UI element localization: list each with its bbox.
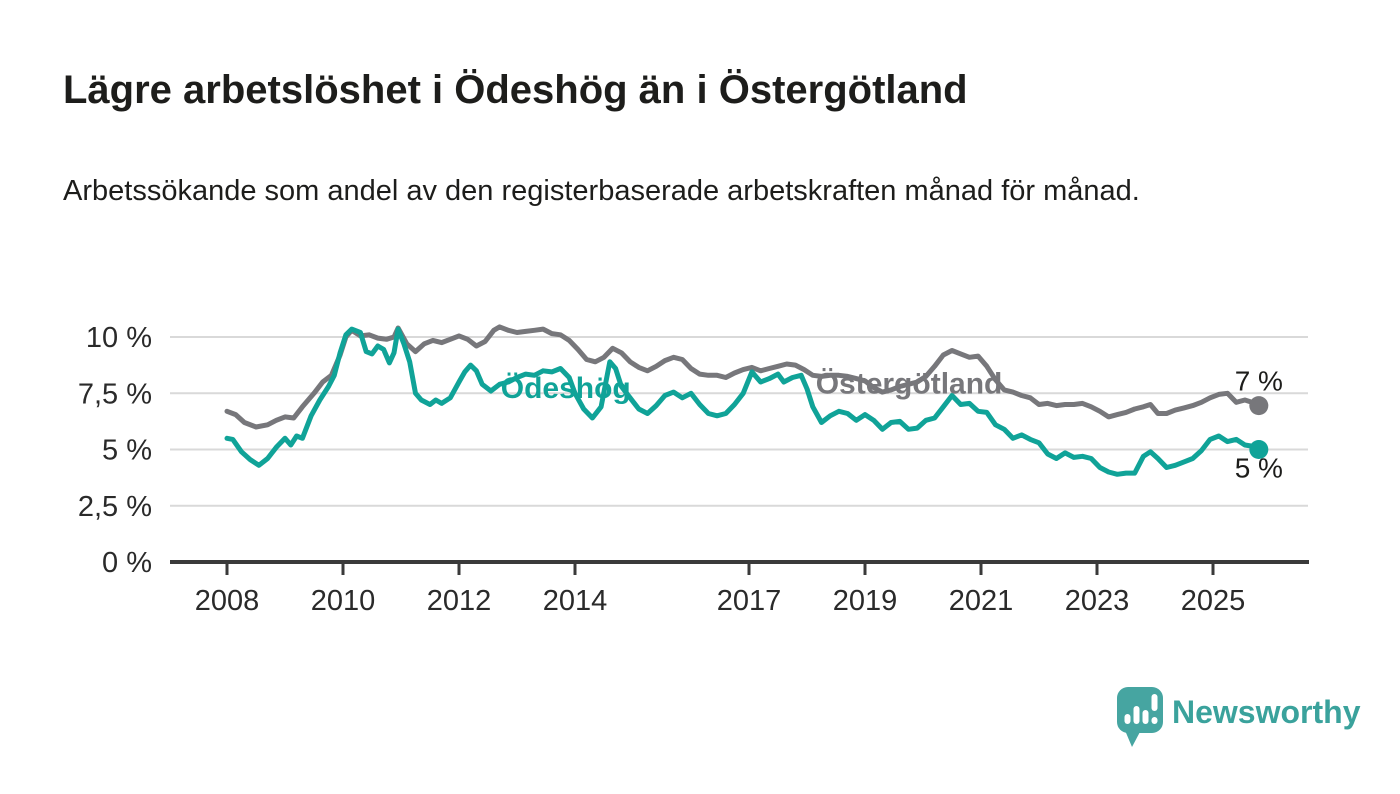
x-axis-label: 2012 xyxy=(427,585,492,617)
newsworthy-icon xyxy=(1117,687,1163,747)
plot-area: 0 % 2,5 % 5 % 7,5 % 10 % 2008 2010 2012 2014 2017… xyxy=(78,322,1309,617)
series-line-ödeshög xyxy=(224,326,1262,477)
newsworthy-wordmark: Newsworthy xyxy=(1172,694,1361,730)
series-end-dot-östergötland xyxy=(1249,396,1269,416)
x-axis-label: 2021 xyxy=(949,585,1014,617)
y-axis-label: 2,5 % xyxy=(78,491,152,523)
x-axis-label: 2008 xyxy=(195,585,260,617)
x-axis-label: 2017 xyxy=(717,585,782,617)
chart-subtitle: Arbetssökande som andel av den registerb… xyxy=(63,175,1140,207)
y-axis-label: 10 % xyxy=(86,322,152,354)
series-end-value-label: 5 % xyxy=(1235,453,1283,484)
x-axis-label: 2019 xyxy=(833,585,898,617)
x-axis-label: 2014 xyxy=(543,585,608,617)
newsworthy-logo: Newsworthy xyxy=(1117,687,1361,747)
x-axis-label: 2023 xyxy=(1065,585,1130,617)
series-line-östergötland xyxy=(224,324,1262,430)
x-axis-label: 2025 xyxy=(1181,585,1246,617)
series-name-label-ödeshög: Ödeshög xyxy=(501,372,631,405)
series-name-label-östergötland: Östergötland xyxy=(816,367,1003,400)
chart-title: Lägre arbetslöshet i Ödeshög än i Österg… xyxy=(63,68,968,112)
series-end-dot-ödeshög xyxy=(1249,440,1269,459)
y-axis-label: 0 % xyxy=(102,547,152,579)
series-end-value-label: 7 % xyxy=(1235,366,1283,397)
y-axis-label: 5 % xyxy=(102,435,152,467)
x-axis-label: 2010 xyxy=(311,585,376,617)
y-axis-label: 7,5 % xyxy=(78,378,152,410)
